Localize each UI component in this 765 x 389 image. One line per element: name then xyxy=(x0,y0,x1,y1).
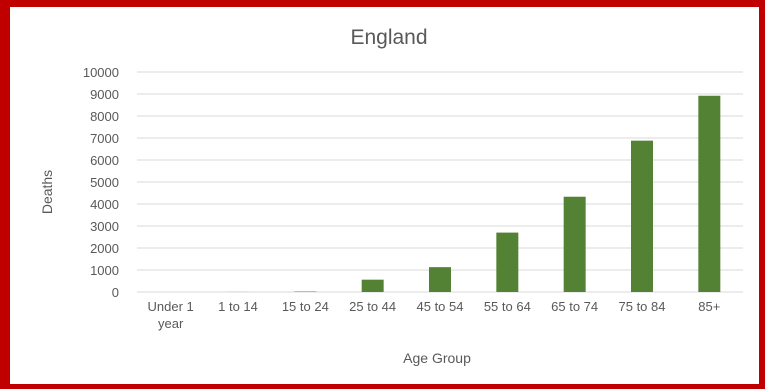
y-tick-label: 1000 xyxy=(90,263,119,278)
y-tick-label: 9000 xyxy=(90,87,119,102)
y-tick-label: 0 xyxy=(112,285,119,300)
y-tick-label: 3000 xyxy=(90,219,119,234)
y-axis-title: Deaths xyxy=(39,170,55,214)
y-tick-label: 10000 xyxy=(83,65,119,80)
bar xyxy=(361,279,384,292)
x-tick-label: 25 to 44 xyxy=(349,299,396,314)
x-axis-title: Age Group xyxy=(403,350,471,366)
bars xyxy=(227,95,721,292)
chart-title: England xyxy=(350,26,427,49)
gridlines xyxy=(137,71,743,293)
x-axis-ticks: Under 1 year 1 to 14 15 to 24 25 to 44 45 to … xyxy=(148,299,721,331)
x-tick-label: Under 1 year xyxy=(148,299,194,331)
y-axis-ticks: 0 1000 2000 3000 4000 5000 6000 7000 8000 9000 100… xyxy=(83,65,119,300)
y-tick-label: 7000 xyxy=(90,131,119,146)
bar-chart: England Deaths Age Group 0 1000 2000 3000 40… xyxy=(39,26,743,366)
bar xyxy=(496,232,519,292)
bar xyxy=(429,267,451,292)
bar xyxy=(563,196,586,292)
x-tick-label: 45 to 54 xyxy=(417,299,464,314)
bar xyxy=(631,140,653,292)
y-tick-label: 6000 xyxy=(90,153,119,168)
chart-frame: England Deaths Age Group 0 1000 2000 3000 40… xyxy=(10,7,759,384)
x-tick-label: 65 to 74 xyxy=(551,299,598,314)
x-tick-label: 85+ xyxy=(698,299,720,314)
x-tick-label: 1 to 14 xyxy=(218,299,258,314)
y-tick-label: 8000 xyxy=(90,109,119,124)
y-tick-label: 4000 xyxy=(90,197,119,212)
x-tick-label: 15 to 24 xyxy=(282,299,329,314)
x-tick-label: 75 to 84 xyxy=(619,299,666,314)
x-tick-label: 55 to 64 xyxy=(484,299,531,314)
y-tick-label: 2000 xyxy=(90,241,119,256)
y-tick-label: 5000 xyxy=(90,175,119,190)
bar xyxy=(698,95,721,292)
